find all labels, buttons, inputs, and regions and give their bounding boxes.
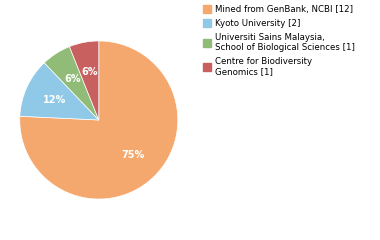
Wedge shape	[20, 63, 99, 120]
Text: 6%: 6%	[81, 67, 98, 77]
Wedge shape	[20, 41, 178, 199]
Wedge shape	[70, 41, 99, 120]
Wedge shape	[44, 47, 99, 120]
Legend: Mined from GenBank, NCBI [12], Kyoto University [2], Universiti Sains Malaysia,
: Mined from GenBank, NCBI [12], Kyoto Uni…	[202, 4, 356, 77]
Text: 6%: 6%	[64, 74, 81, 84]
Text: 12%: 12%	[43, 95, 66, 105]
Text: 75%: 75%	[121, 150, 144, 161]
